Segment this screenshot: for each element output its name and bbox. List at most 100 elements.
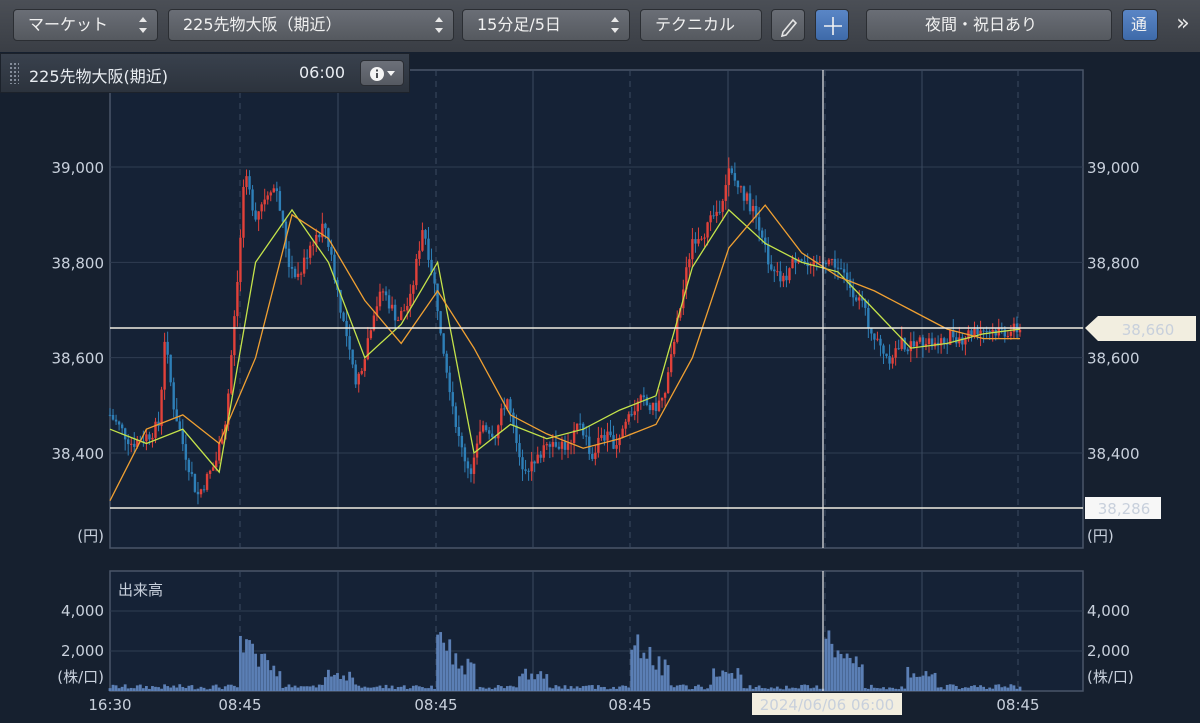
volume-bar	[436, 634, 439, 691]
volume-bar	[645, 658, 649, 691]
volume-bar	[114, 685, 118, 691]
candle-body	[676, 317, 679, 342]
volume-bar	[660, 675, 664, 691]
candle-body	[597, 437, 600, 453]
volume-bar	[457, 668, 461, 691]
volume-bar	[942, 689, 946, 691]
volume-tick-label-right: 2,000	[1087, 642, 1130, 660]
candle-body	[861, 297, 864, 301]
volume-bar	[141, 688, 145, 691]
info-menu-button[interactable]	[360, 60, 404, 86]
volume-bar	[854, 656, 858, 691]
candle-body	[809, 265, 812, 267]
candle-body	[254, 210, 257, 220]
market-select[interactable]: マーケット	[13, 9, 158, 41]
candle-body	[427, 238, 430, 260]
session-button[interactable]: 夜間・祝日あり	[866, 9, 1112, 41]
volume-bar	[563, 685, 567, 691]
volume-bar	[442, 642, 446, 691]
candle-body	[369, 330, 373, 339]
symbol-select-label: 225先物大阪（期近）	[183, 15, 342, 34]
candle-body	[700, 238, 703, 240]
volume-bar	[775, 686, 779, 691]
volume-bar	[803, 684, 807, 691]
candle-body	[117, 421, 121, 425]
volume-bar	[299, 686, 303, 691]
volume-bar	[451, 664, 455, 691]
candle-body	[321, 223, 324, 238]
volume-bar	[615, 688, 618, 691]
candle-body	[500, 408, 503, 426]
volume-bar	[151, 686, 154, 691]
volume-bar	[712, 668, 716, 691]
volume-bar	[223, 686, 227, 691]
updown-icon	[611, 17, 619, 33]
volume-bar	[202, 687, 206, 691]
draw-button[interactable]	[771, 9, 805, 41]
volume-bar	[833, 657, 837, 691]
crosshair-button[interactable]	[815, 9, 849, 41]
volume-bar	[232, 685, 236, 691]
candle-body	[585, 435, 588, 437]
period-select[interactable]: 15分足/5日	[462, 9, 630, 41]
updown-icon	[139, 17, 147, 33]
candle-body	[1009, 331, 1013, 336]
candle-body	[639, 395, 643, 402]
technical-button[interactable]: テクニカル	[640, 9, 762, 41]
volume-bar	[496, 685, 500, 691]
candle-body	[533, 461, 536, 464]
volume-bar	[736, 668, 740, 691]
candle-body	[454, 406, 457, 427]
symbol-select[interactable]: 225先物大阪（期近）	[168, 9, 454, 41]
candle-body	[867, 307, 870, 329]
volume-bar	[187, 685, 191, 691]
price-tick-label-right: 39,000	[1087, 159, 1140, 177]
volume-bar	[408, 688, 412, 691]
candle-body	[309, 245, 312, 258]
volume-bar	[930, 674, 934, 691]
candle-body	[148, 434, 151, 440]
partial-button[interactable]: 通	[1122, 9, 1158, 41]
volume-bar	[703, 689, 706, 691]
candle-body	[942, 338, 946, 344]
volume-bar	[851, 663, 855, 691]
info-panel: 225先物大阪(期近) 06:00	[0, 53, 410, 93]
candle-body	[842, 269, 846, 273]
volume-bar	[739, 674, 743, 691]
candle-body	[970, 330, 973, 336]
volume-bar	[766, 688, 770, 691]
volume-bar	[830, 643, 834, 691]
candle-body	[909, 341, 912, 352]
more-icon[interactable]: »	[1176, 11, 1190, 36]
candle-body	[378, 291, 382, 307]
volume-bar	[606, 689, 609, 691]
volume-bar	[778, 688, 782, 691]
candle-body	[469, 468, 473, 474]
candle-body	[876, 338, 879, 340]
volume-bar	[603, 686, 606, 691]
candle-body	[873, 333, 876, 340]
candle-body	[403, 310, 406, 312]
candle-body	[451, 392, 454, 407]
volume-bar	[730, 673, 734, 691]
candle-body	[521, 457, 524, 470]
volume-bar	[427, 688, 430, 691]
volume-bar	[421, 687, 424, 691]
drag-handle-icon[interactable]	[9, 62, 19, 84]
candle-body	[612, 435, 615, 449]
candle-body	[985, 331, 988, 333]
candle-body	[512, 412, 515, 426]
candle-body	[733, 173, 737, 181]
volume-bar	[530, 673, 534, 691]
volume-bar	[869, 684, 873, 691]
candle-body	[715, 211, 718, 216]
candle-body	[239, 237, 242, 282]
candle-body	[648, 405, 652, 411]
candle-body	[312, 244, 315, 246]
volume-bar	[657, 656, 661, 691]
candle-body	[1003, 329, 1007, 337]
candle-body	[193, 473, 197, 492]
candle-body	[181, 429, 184, 445]
volume-bar	[900, 686, 904, 691]
